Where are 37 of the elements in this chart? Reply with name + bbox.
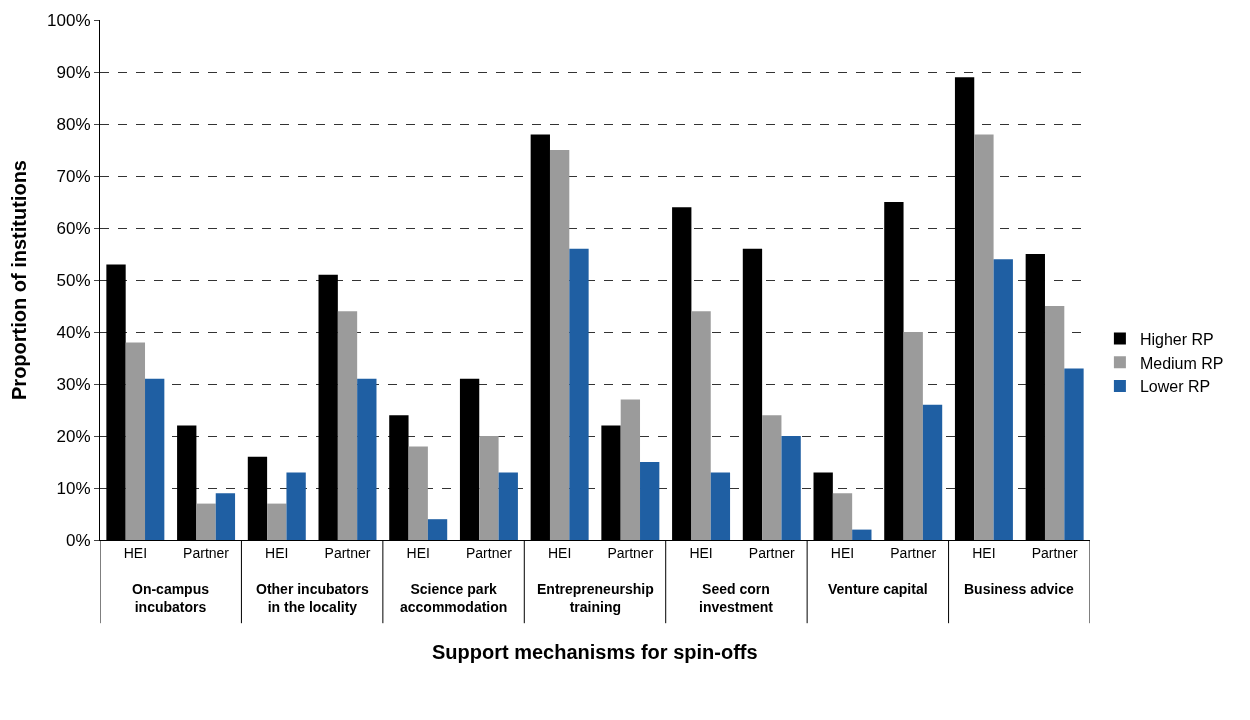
legend-label: Lower RP: [1139, 378, 1211, 396]
x-tick-label: HEI: [830, 544, 855, 561]
text: Seed corn investment: [699, 581, 774, 616]
x-tick-label: HEI: [972, 544, 996, 561]
x-tick-label: HEI: [547, 544, 572, 561]
x-tick-label: HEI: [406, 544, 430, 561]
legend-label: Medium RP: [1139, 354, 1224, 372]
text: Business advice: [964, 581, 1074, 597]
y-tick-label: 80%: [56, 114, 91, 134]
x-tick-label: Partner: [183, 544, 230, 561]
y-tick-label: 100%: [47, 10, 91, 30]
text: Other incubators in the locality: [256, 581, 370, 616]
y-axis-title: Proportion of institutions: [7, 160, 30, 400]
x-tick-label: Partner: [324, 544, 371, 561]
y-tick-label: 70%: [56, 166, 91, 186]
text: On-campus incubators: [132, 581, 210, 616]
x-tick-label: HEI: [265, 544, 289, 561]
x-tick-label: Partner: [890, 544, 937, 561]
x-tick-label: Partner: [748, 544, 796, 561]
x-tick-label: Partner: [465, 544, 513, 561]
x-tick-label: Partner: [1031, 544, 1078, 561]
y-tick-label: 60%: [56, 218, 91, 238]
y-tick-label: 0%: [66, 530, 91, 550]
x-tick-label: Partner: [607, 544, 654, 561]
y-tick-label: 50%: [56, 270, 91, 290]
legend-label: Higher RP: [1139, 330, 1214, 348]
text: Venture capital: [828, 581, 928, 597]
y-tick-label: 40%: [56, 322, 91, 342]
y-tick-label: 10%: [56, 478, 91, 498]
x-tick-label: HEI: [689, 544, 713, 561]
y-tick-label: 20%: [56, 426, 91, 446]
x-tick-label: HEI: [123, 544, 148, 561]
y-tick-label: 90%: [56, 62, 91, 82]
text: Entrepreneurship training: [537, 581, 654, 616]
x-axis-title: Support mechanisms for spin-offs: [432, 641, 758, 663]
y-tick-label: 30%: [56, 374, 91, 394]
text: Science park accommodation: [400, 581, 508, 616]
